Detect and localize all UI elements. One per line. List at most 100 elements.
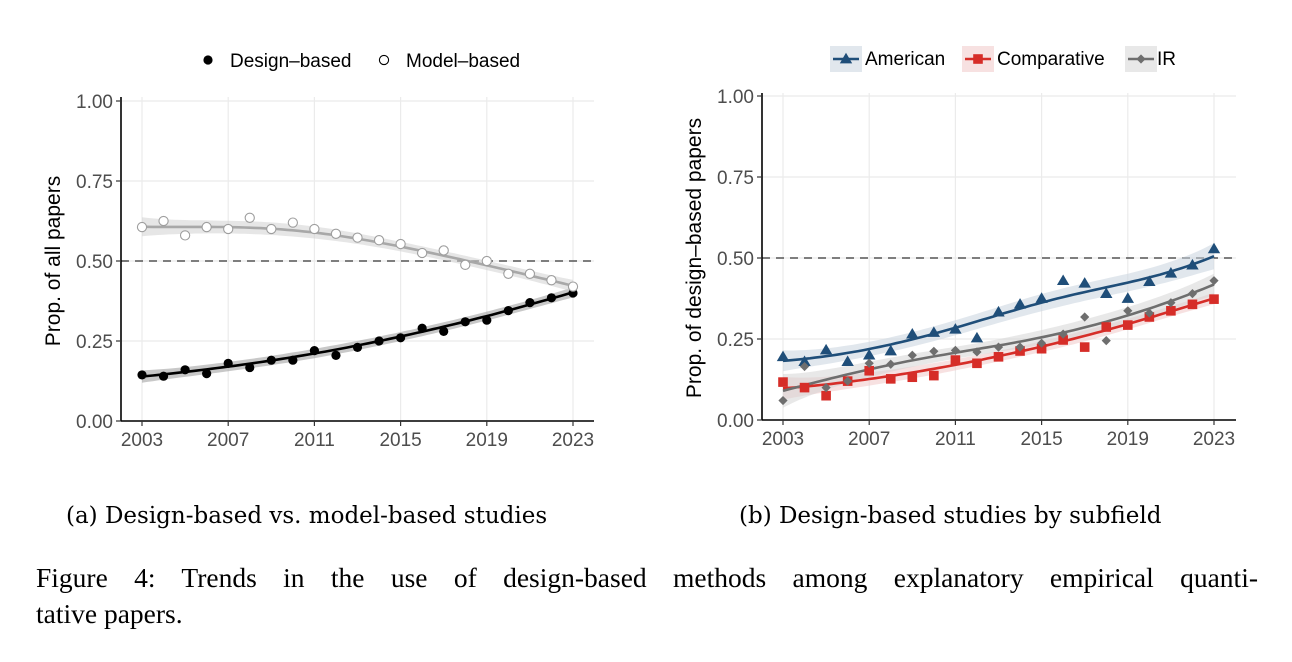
data-point bbox=[460, 317, 470, 327]
data-point bbox=[864, 365, 874, 376]
x-tick-label: 2011 bbox=[294, 430, 335, 451]
data-point bbox=[460, 259, 471, 270]
data-point bbox=[1166, 298, 1176, 308]
data-point bbox=[821, 383, 831, 393]
data-point bbox=[266, 355, 276, 365]
legend-label: IR bbox=[1157, 49, 1176, 70]
y-tick-label: 0.75 bbox=[717, 168, 754, 189]
y-tick-label: 0.25 bbox=[717, 330, 754, 351]
data-point bbox=[776, 350, 790, 362]
data-point bbox=[352, 232, 363, 243]
data-point bbox=[201, 221, 212, 233]
legend-item-design-based: Design–based bbox=[203, 51, 351, 72]
legend-marker-open-circle-icon bbox=[378, 54, 390, 66]
data-point bbox=[1079, 342, 1090, 352]
data-point bbox=[396, 333, 406, 343]
data-point bbox=[179, 230, 191, 241]
data-point bbox=[180, 365, 190, 375]
data-point bbox=[417, 323, 427, 333]
data-point bbox=[1144, 308, 1154, 318]
legend-item-ir: IR bbox=[1125, 46, 1176, 72]
gridlines bbox=[121, 97, 594, 422]
data-point bbox=[950, 355, 961, 365]
figure-caption-line-2: tative papers. bbox=[36, 598, 183, 629]
data-point bbox=[137, 370, 147, 380]
data-point bbox=[864, 358, 874, 368]
data-point bbox=[1100, 287, 1113, 298]
data-point bbox=[245, 362, 255, 373]
data-point bbox=[330, 228, 342, 239]
x-tick-label: 2003 bbox=[762, 429, 804, 450]
data-point bbox=[158, 215, 169, 227]
data-point bbox=[819, 343, 833, 355]
data-point bbox=[949, 323, 962, 334]
subcaption-b: (b) Design-based studies by subfield bbox=[739, 503, 1162, 529]
data-point bbox=[1036, 343, 1047, 354]
data-point bbox=[567, 281, 579, 292]
x-tick-label: 2003 bbox=[121, 430, 163, 451]
y-tick-label: 1.00 bbox=[717, 87, 754, 108]
data-point bbox=[481, 255, 492, 267]
legend-item-american: American bbox=[830, 46, 945, 72]
data-point bbox=[438, 245, 449, 256]
panel-b-by-subfield: 0.00 0.25 0.50 0.75 1.00 2003 2007 2011 2015 2019… bbox=[683, 46, 1236, 450]
data-point bbox=[950, 345, 960, 355]
data-point bbox=[525, 298, 535, 308]
series-points-comparative bbox=[778, 294, 1219, 401]
data-point bbox=[993, 352, 1004, 362]
data-point bbox=[482, 315, 492, 325]
data-point bbox=[993, 342, 1004, 352]
data-point bbox=[1101, 336, 1111, 346]
series-points-ir bbox=[778, 276, 1219, 406]
data-point bbox=[927, 326, 941, 337]
data-point bbox=[524, 268, 536, 279]
data-point bbox=[223, 358, 233, 368]
data-point bbox=[1035, 292, 1048, 303]
data-point bbox=[798, 355, 811, 367]
y-tick-label: 0.50 bbox=[76, 252, 113, 273]
data-point bbox=[223, 223, 234, 235]
legend-label: Design–based bbox=[230, 51, 351, 72]
data-point bbox=[503, 306, 513, 316]
legend-label: Comparative bbox=[997, 49, 1105, 70]
confidence-band-comparative bbox=[783, 292, 1214, 400]
legend-marker-square-icon bbox=[973, 54, 983, 64]
data-point bbox=[352, 342, 363, 352]
y-axis-title: Prop. of all papers bbox=[42, 176, 65, 346]
data-point bbox=[416, 247, 428, 259]
data-point bbox=[1187, 289, 1198, 299]
data-point bbox=[266, 223, 277, 235]
data-point bbox=[992, 305, 1005, 317]
data-point bbox=[799, 361, 810, 372]
data-point bbox=[972, 347, 982, 357]
data-point bbox=[1101, 322, 1112, 332]
data-point bbox=[1037, 338, 1047, 348]
data-point bbox=[395, 238, 406, 250]
x-tick-label: 2023 bbox=[552, 430, 594, 451]
data-point bbox=[1121, 292, 1134, 303]
x-tick-label: 2019 bbox=[466, 430, 508, 451]
data-point bbox=[374, 336, 384, 346]
data-point bbox=[309, 346, 319, 356]
data-point bbox=[1209, 276, 1219, 286]
data-point bbox=[288, 355, 298, 365]
data-point bbox=[158, 371, 169, 381]
series-points-model-based bbox=[136, 212, 579, 292]
data-point bbox=[821, 390, 831, 401]
figure-panels: 0.00 0.25 0.50 0.75 1.00 2003 2007 2011 2015 2019… bbox=[42, 46, 1236, 451]
data-point bbox=[1187, 299, 1198, 310]
legend-item-comparative: Comparative bbox=[962, 46, 1105, 72]
data-point bbox=[841, 355, 854, 367]
data-point bbox=[1015, 342, 1025, 352]
data-point bbox=[884, 344, 897, 356]
y-tick-label: 1.00 bbox=[76, 92, 113, 113]
data-point bbox=[778, 395, 788, 406]
x-tick-label: 2019 bbox=[1107, 429, 1149, 450]
legend-marker-triangle-icon bbox=[839, 52, 853, 64]
data-point bbox=[1078, 277, 1091, 288]
y-tick-label: 0.00 bbox=[717, 411, 754, 432]
data-point bbox=[907, 350, 917, 360]
data-point bbox=[863, 349, 876, 360]
data-point bbox=[503, 268, 514, 279]
x-tick-label: 2015 bbox=[1020, 429, 1062, 450]
